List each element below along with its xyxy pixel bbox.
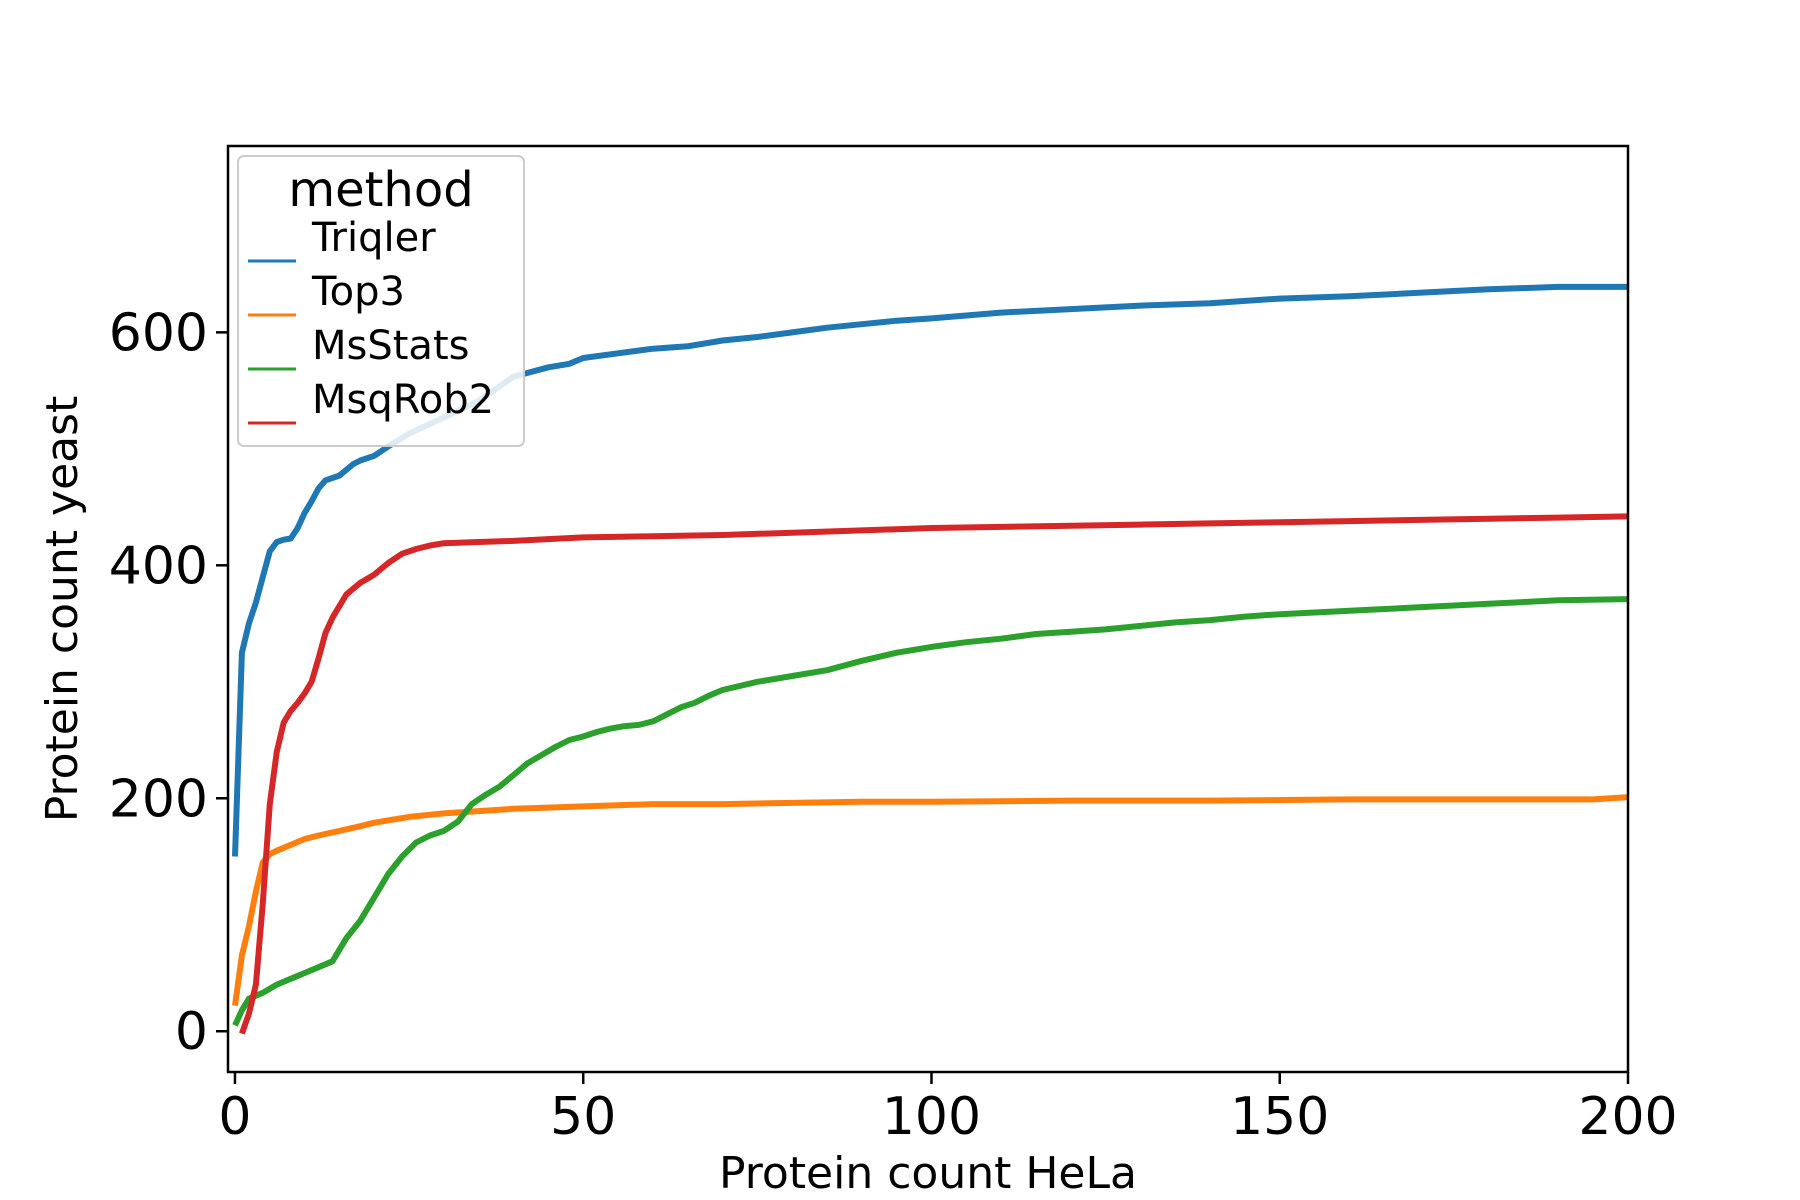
series-line-msstats bbox=[232, 596, 1629, 1027]
x-tick-label: 200 bbox=[1578, 1087, 1677, 1147]
ticks-layer: 0 50 100 150 200 0 200 400 600 bbox=[109, 303, 1678, 1147]
legend-label-msstats: MsStats bbox=[312, 323, 469, 369]
y-tick-label: 200 bbox=[109, 769, 208, 829]
legend: method Triqler Top3 MsStats MsqRob2 bbox=[237, 155, 525, 447]
legend-items: Triqler Top3 MsStats MsqRob2 bbox=[248, 215, 494, 425]
x-tick-label: 50 bbox=[550, 1087, 616, 1147]
series-line-top3 bbox=[232, 794, 1629, 1007]
y-tick-label: 400 bbox=[109, 536, 208, 596]
x-tick-label: 100 bbox=[882, 1087, 981, 1147]
legend-title: method bbox=[288, 162, 473, 218]
legend-label-triqler: Triqler bbox=[311, 215, 436, 261]
plot-frame bbox=[226, 144, 1630, 1074]
x-tick-label: 0 bbox=[218, 1087, 251, 1147]
y-axis-label: Protein count yeast bbox=[37, 396, 88, 823]
y-tick-label: 600 bbox=[109, 303, 208, 363]
legend-label-msqrob2: MsqRob2 bbox=[312, 377, 494, 423]
series-layer bbox=[232, 283, 1629, 1035]
legend-label-top3: Top3 bbox=[311, 269, 405, 315]
x-axis-label: Protein count HeLa bbox=[719, 1148, 1137, 1199]
y-tick-label: 0 bbox=[175, 1002, 208, 1062]
x-tick-label: 150 bbox=[1230, 1087, 1329, 1147]
legend-box bbox=[237, 155, 525, 447]
series-line-msqrob2 bbox=[239, 513, 1629, 1035]
series-line-triqler bbox=[232, 283, 1628, 857]
